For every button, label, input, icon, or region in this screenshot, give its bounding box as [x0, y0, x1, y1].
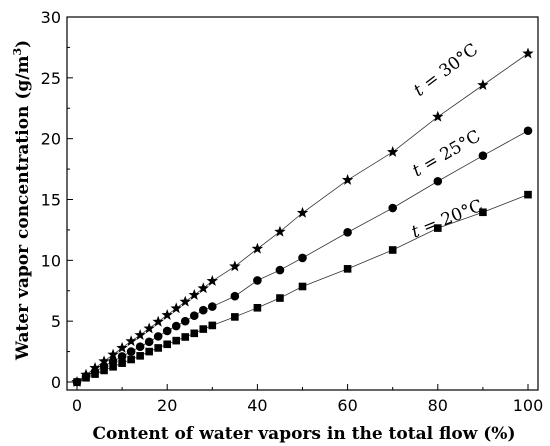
- data-point-square: [154, 344, 162, 352]
- data-point-star: [386, 146, 399, 157]
- data-point-circle: [171, 321, 181, 331]
- y-tick-label: 25: [41, 69, 61, 88]
- data-point-star: [341, 174, 354, 185]
- data-markers: [71, 47, 534, 387]
- data-point-circle: [135, 342, 145, 352]
- y-tick-label: 0: [51, 373, 61, 392]
- data-point-circle: [108, 357, 118, 366]
- x-tick-label: 80: [428, 396, 448, 415]
- x-tick-label: 60: [337, 396, 357, 415]
- data-point-star: [251, 242, 264, 254]
- data-point-star: [188, 289, 200, 300]
- data-point-circle: [523, 126, 533, 136]
- y-axis: 0 5 10 15 20 25 30: [41, 8, 73, 392]
- data-point-star: [229, 260, 241, 272]
- data-point-square: [181, 333, 190, 341]
- data-point-star: [477, 79, 489, 90]
- data-point-star: [107, 348, 119, 360]
- x-tick-label: 40: [247, 396, 267, 415]
- data-point-star: [296, 206, 309, 218]
- data-point-circle: [478, 151, 488, 160]
- data-point-square: [298, 282, 307, 291]
- data-point-square: [524, 190, 532, 199]
- data-point-square: [127, 355, 135, 364]
- data-point-circle: [189, 311, 199, 320]
- data-point-star: [89, 362, 101, 373]
- data-point-circle: [180, 316, 190, 326]
- x-tick-label: 100: [513, 396, 544, 415]
- data-point-star: [152, 315, 164, 327]
- y-tick-label: 20: [41, 130, 61, 149]
- data-point-circle: [117, 352, 127, 361]
- data-point-circle: [388, 203, 398, 213]
- data-point-star: [143, 322, 155, 334]
- data-point-star: [197, 282, 209, 294]
- data-point-circle: [343, 228, 352, 237]
- data-point-square: [145, 347, 153, 356]
- series-annotation: t = 25°C: [409, 126, 484, 181]
- data-point-square: [208, 321, 217, 330]
- series-annotation: t = 30°C: [410, 40, 482, 101]
- data-point-star: [522, 47, 534, 59]
- x-tick-label: 20: [157, 396, 177, 415]
- x-axis-title: Content of water vapors in the total flo…: [93, 424, 516, 444]
- data-point-square: [109, 362, 117, 371]
- data-point-star: [161, 309, 173, 320]
- data-point-circle: [275, 265, 285, 275]
- annotation-value: = 30°C: [416, 40, 483, 97]
- y-axis-title: Water vapor concentration (g/m3): [11, 40, 33, 361]
- series-annotations: t = 30°C t = 25°C t = 20°C: [409, 40, 486, 243]
- data-point-circle: [433, 176, 443, 186]
- data-point-star: [274, 225, 286, 237]
- annotation-value: = 20°C: [415, 196, 486, 240]
- data-point-star: [179, 295, 191, 307]
- data-point-star: [432, 110, 444, 122]
- data-point-square: [172, 336, 181, 345]
- data-point-square: [231, 313, 239, 321]
- data-point-square: [190, 329, 199, 338]
- data-point-square: [118, 359, 126, 367]
- y-tick-label: 5: [51, 312, 61, 331]
- y-tick-label: 30: [41, 8, 61, 27]
- data-point-square: [199, 325, 208, 333]
- series-annotation: t = 20°C: [409, 196, 486, 243]
- data-point-circle: [126, 347, 136, 356]
- data-point-star: [125, 335, 137, 347]
- data-point-star: [71, 376, 83, 387]
- data-point-circle: [162, 326, 172, 336]
- data-point-star: [134, 329, 146, 341]
- data-point-star: [80, 368, 92, 380]
- data-point-circle: [198, 305, 208, 315]
- data-point-star: [170, 302, 182, 314]
- data-point-square: [136, 352, 144, 360]
- data-point-star: [116, 341, 128, 353]
- data-point-square: [163, 340, 171, 349]
- data-point-square: [434, 224, 442, 232]
- data-point-square: [343, 265, 352, 273]
- data-point-star: [98, 355, 110, 367]
- data-point-circle: [208, 302, 217, 311]
- data-point-square: [479, 208, 487, 217]
- annotation-value: = 25°C: [415, 126, 484, 177]
- data-point-circle: [153, 332, 163, 341]
- data-point-circle: [144, 337, 154, 347]
- data-point-square: [253, 303, 262, 312]
- data-point-circle: [253, 276, 262, 285]
- y-tick-label: 10: [41, 251, 61, 270]
- x-tick-label: 0: [72, 396, 82, 415]
- y-tick-label: 15: [41, 191, 61, 210]
- data-point-square: [388, 246, 397, 254]
- x-axis: 0 20 40 60 80 100: [72, 384, 543, 415]
- data-point-star: [206, 275, 219, 286]
- data-point-square: [276, 294, 284, 302]
- data-point-circle: [230, 291, 240, 301]
- data-point-circle: [298, 253, 307, 263]
